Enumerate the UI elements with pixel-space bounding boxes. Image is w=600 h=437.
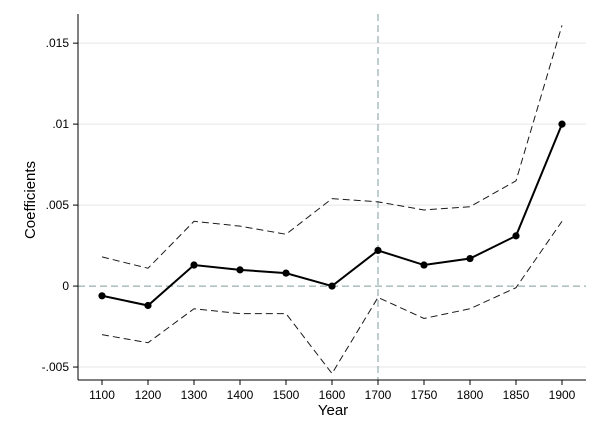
x-tick-label: 1800 (457, 388, 484, 402)
coefficient-point (236, 266, 244, 274)
series-layer (98, 25, 566, 375)
coefficient-point (98, 292, 106, 300)
coefficient-point (328, 282, 336, 290)
x-tick-label: 1700 (365, 388, 392, 402)
coefficient-point (420, 261, 428, 269)
coefficient-point (512, 232, 520, 240)
coefficient-point (282, 269, 290, 277)
x-tick-label: 1100 (89, 388, 115, 402)
y-tick-label: -.005 (42, 360, 70, 374)
x-axis-title: Year (318, 402, 348, 419)
lower-bound-line (101, 221, 563, 375)
coefficient-point (558, 120, 566, 128)
coefficient-point (374, 246, 382, 255)
y-tick-label: .005 (46, 198, 70, 212)
x-tick-label: 1400 (227, 388, 254, 402)
x-tick-label: 1850 (503, 388, 530, 402)
x-tick-label: 1500 (273, 388, 300, 402)
coefficient-point (190, 261, 198, 269)
axes (73, 14, 586, 385)
x-tick-label: 1750 (411, 388, 438, 402)
x-tick-label: 1600 (319, 388, 346, 402)
y-axis-title: Coefficients (22, 161, 39, 239)
y-tick-label: .015 (46, 36, 70, 50)
x-tick-label: 1900 (549, 388, 576, 402)
upper-bound-line (101, 25, 563, 269)
coefficient-line (101, 123, 563, 307)
x-tick-label: 1300 (181, 388, 208, 402)
y-tick-label: .01 (52, 117, 69, 131)
coefficient-point (466, 254, 474, 263)
reference-lines (78, 14, 586, 380)
y-tick-label: 0 (62, 279, 69, 293)
grid-lines (78, 42, 586, 368)
tick-labels: -.005 0 .005 .01 .015 1100 1200 1300 1400 1500 160… (42, 36, 576, 402)
x-tick-label: 1200 (135, 388, 162, 402)
coefficient-point (144, 301, 152, 310)
